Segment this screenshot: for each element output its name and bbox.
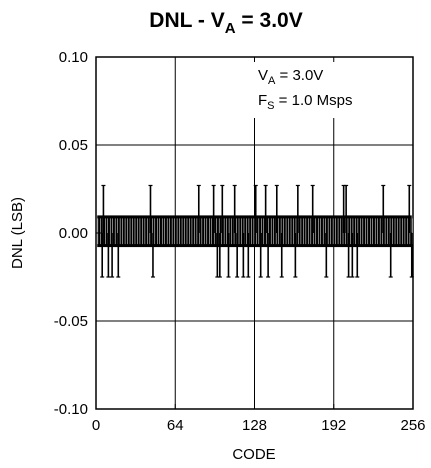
dnl-spike-34 <box>408 185 411 233</box>
dnl-spike-6 <box>152 233 154 277</box>
x-axis-ticks: 0 64 128 192 256 <box>92 404 426 434</box>
dnl-spike-7 <box>197 185 200 233</box>
dnl-spike-13 <box>233 185 236 233</box>
dnl-spike-0 <box>102 185 105 233</box>
dnl-spike-9 <box>216 233 219 277</box>
annotation-va: VA = 3.0V <box>258 67 323 87</box>
dnl-spike-19 <box>264 185 267 233</box>
x-axis-label: CODE <box>232 446 275 463</box>
annotation-fs-rest: = 1.0 Msps <box>275 92 353 109</box>
y-tick-label-4: -0.10 <box>54 401 88 418</box>
x-tick-label-1: 64 <box>167 417 184 434</box>
dnl-series <box>97 184 414 278</box>
dnl-spike-24 <box>297 185 299 233</box>
dnl-spike-15 <box>242 233 245 277</box>
dnl-spike-16 <box>247 233 250 277</box>
y-axis-label: DNL (LSB) <box>9 197 26 269</box>
dnl-spike-4 <box>117 233 120 277</box>
y-tick-label-2: 0.00 <box>59 225 88 242</box>
dnl-spike-33 <box>389 233 392 277</box>
chart-title: DNL - VA = 3.0V <box>149 9 302 37</box>
dnl-spike-1 <box>101 233 103 277</box>
dnl-spike-10 <box>219 233 221 277</box>
dnl-spike-2 <box>107 233 110 277</box>
y-axis-ticks: 0.10 0.05 0.00 -0.05 -0.10 <box>54 49 101 418</box>
dnl-spike-35 <box>410 233 413 277</box>
y-tick-label-3: -0.05 <box>54 313 88 330</box>
dnl-spike-27 <box>342 185 345 233</box>
x-tick-label-3: 192 <box>321 417 346 434</box>
dnl-spike-5 <box>149 185 152 233</box>
y-tick-label-0: 0.10 <box>59 49 88 66</box>
dnl-band <box>97 215 412 248</box>
chart-title-prefix: DNL - V <box>149 9 224 32</box>
dnl-spike-3 <box>111 233 113 277</box>
dnl-spike-11 <box>221 185 224 233</box>
annotation-va-main: V <box>258 67 268 84</box>
annotation-fs: FS = 1.0 Msps <box>258 92 352 112</box>
dnl-spike-26 <box>325 233 328 277</box>
x-tick-label-4: 256 <box>400 417 425 434</box>
dnl-spike-20 <box>267 233 269 277</box>
dnl-spike-12 <box>227 233 230 277</box>
dnl-spike-23 <box>294 233 297 277</box>
annotation-fs-main: F <box>258 92 267 109</box>
dnl-spike-18 <box>259 233 262 277</box>
dnl-spike-8 <box>212 185 215 233</box>
annotation-va-sub: A <box>268 75 276 87</box>
dnl-spike-14 <box>236 233 238 277</box>
x-tick-label-2: 128 <box>242 417 267 434</box>
dnl-spike-32 <box>382 185 385 233</box>
annotation-va-rest: = 3.0V <box>275 67 323 84</box>
dnl-spike-17 <box>254 185 257 233</box>
dnl-spike-25 <box>311 185 314 233</box>
dnl-spike-28 <box>345 185 347 233</box>
chart-title-suffix: = 3.0V <box>236 9 303 32</box>
dnl-spike-29 <box>347 233 350 277</box>
chart-title-subscript: A <box>225 20 236 37</box>
dnl-spike-21 <box>275 185 278 233</box>
dnl-spike-22 <box>280 233 283 277</box>
dnl-spike-30 <box>351 233 354 277</box>
annotation-box: VA = 3.0V FS = 1.0 Msps <box>254 62 406 118</box>
y-tick-label-1: 0.05 <box>59 137 88 154</box>
x-tick-label-0: 0 <box>92 417 100 434</box>
annotation-fs-sub: S <box>267 100 274 112</box>
dnl-spike-31 <box>356 233 359 277</box>
